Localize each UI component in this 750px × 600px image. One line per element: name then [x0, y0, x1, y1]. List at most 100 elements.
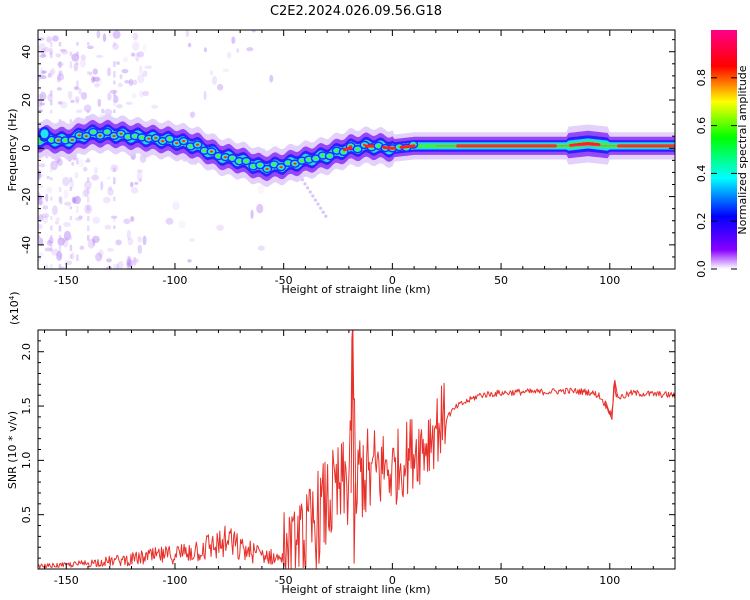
spectrogram-bead-peak	[119, 132, 123, 135]
spectrogram-x-tick-label: 50	[494, 274, 508, 287]
spectrogram-noise-blob	[64, 201, 72, 206]
spectrogram-noise-blob	[106, 67, 112, 77]
spectrogram-streak	[76, 196, 79, 204]
spectrogram-y-tick-label: 20	[20, 93, 33, 107]
spectrogram-noise-blob	[58, 70, 64, 76]
spectrogram-noise-blob	[115, 263, 119, 269]
spectrogram-bead-peak	[70, 139, 74, 142]
snr-y-multiplier-base: (x10	[8, 300, 21, 325]
colorbar-tick-label: 0.2	[695, 212, 708, 230]
spectrogram-noise-blob	[55, 217, 61, 222]
spectrogram-noise-blob	[132, 41, 140, 52]
spectrogram-noise-blob	[104, 224, 112, 230]
spectrogram-noise-blob	[62, 176, 70, 187]
spectrogram-noise-blob	[110, 215, 118, 219]
spectrogram-noise-blob	[44, 46, 50, 53]
spectrogram-streak	[87, 177, 90, 183]
spectrogram-noise-blob	[142, 70, 148, 77]
spectrogram-noise-blob	[56, 87, 62, 91]
spectrogram-streak	[76, 61, 79, 66]
spectrogram-noise-blob	[127, 237, 134, 246]
spectrogram-noise-blob	[39, 102, 46, 106]
spectrogram-noise-blob	[92, 238, 96, 247]
colorbar-label: Normalized spectral amplitude	[736, 65, 749, 234]
spectrogram-noise-blob	[126, 255, 132, 263]
spectrogram-x-ticks: -150 -100 -50 0 50 100	[44, 30, 676, 287]
spectrogram-streak	[50, 264, 53, 269]
spectrogram-noise-blob	[46, 186, 53, 194]
spectrogram-streak	[76, 80, 79, 87]
spectrogram-trail-point	[311, 194, 315, 198]
spectrogram-noise-blob	[74, 171, 79, 179]
spectrogram-noise-blob	[138, 178, 142, 183]
spectrogram-noise-blob	[216, 83, 224, 91]
spectrogram-noise-blob	[47, 93, 53, 102]
spectrogram-noise-blob	[222, 68, 230, 72]
spectrogram-streak	[58, 61, 62, 69]
spectrogram-noise-blob	[55, 53, 62, 58]
snr-y-axis-label: SNR (10 * v/v)	[6, 411, 19, 489]
colorbar-tick-label: 0.0	[695, 260, 708, 278]
spectrogram-noise-blob	[38, 171, 42, 181]
spectrogram-trail-point	[316, 202, 320, 206]
spectrogram-noise-blob	[251, 30, 256, 33]
spectrogram-noise-blob	[70, 99, 75, 104]
spectrogram-noise-blob	[88, 71, 93, 76]
spectrogram-streak	[50, 177, 53, 181]
spectrogram-edge-blob-core	[40, 129, 49, 139]
spectrogram-noise-blob	[83, 166, 88, 172]
spectrogram-bead-peak	[175, 142, 179, 145]
snr-x-tick-label: 100	[599, 574, 620, 587]
spectrogram-y-tick-label: 40	[20, 45, 33, 59]
spectrogram-streak	[58, 264, 62, 269]
spectrogram-noise-blob	[38, 94, 44, 99]
spectrogram-noise-blob	[269, 74, 274, 83]
spectrogram-noise-blob	[77, 109, 83, 113]
spectrogram-streak	[76, 100, 79, 104]
spectrogram-noise-blob	[82, 189, 89, 198]
spectrogram-noise-blob	[137, 236, 142, 243]
spectrogram-streak	[69, 186, 73, 191]
spectrogram-streak	[87, 109, 90, 114]
spectrogram-streak	[113, 177, 116, 185]
spectrogram-streak	[87, 157, 90, 162]
spectrogram-noise-blob	[91, 235, 100, 243]
spectrogram-trail-point	[308, 190, 312, 194]
snr-x-tick-label: -50	[275, 574, 293, 587]
spectrogram-noise-blob	[165, 217, 174, 225]
spectrogram-bead-inner	[230, 156, 235, 160]
spectrogram-noise-blob	[98, 249, 104, 258]
spectrogram-frame	[37, 29, 676, 270]
spectrogram-streak	[113, 42, 116, 47]
spectrogram-trail-point	[319, 206, 323, 210]
spectrogram-noise-blob	[231, 36, 236, 45]
spectrogram-noise-blob	[187, 42, 192, 48]
spectrogram-bead-peak	[265, 167, 269, 170]
spectrogram-bead-peak	[147, 137, 151, 140]
spectrogram-noise-blob	[73, 195, 82, 205]
spectrogram-noise-blob	[42, 70, 46, 75]
spectrogram-noise-blob	[101, 108, 105, 114]
snr-y-multiplier: (x104)	[8, 291, 21, 325]
spectrogram-x-tick-label: -50	[275, 274, 293, 287]
spectrogram-noise-blob	[133, 258, 140, 263]
spectrogram-noise-blob	[38, 237, 44, 247]
spectrogram-noise-blob	[117, 82, 123, 88]
spectrogram-noise-blob	[75, 217, 83, 221]
spectrogram-noise-blob	[256, 203, 264, 214]
spectrogram-noise-blob	[106, 266, 113, 269]
spectrogram-streak	[113, 90, 116, 97]
spectrogram-noise-blob	[250, 209, 254, 219]
spectrogram-noise-blob	[38, 191, 41, 200]
snr-y-tick-label: 2.0	[20, 343, 33, 361]
spectrogram-trail-point	[321, 210, 325, 214]
spectrogram-noise-blob	[130, 181, 134, 188]
spectrogram-streak	[58, 244, 62, 252]
spectrogram-noise-blob	[39, 91, 47, 101]
spectrogram-noise-blob	[97, 98, 102, 108]
spectrogram-noise-blob	[38, 173, 44, 178]
snr-panel: -150 -100 -50 0 50 100 0.5 1.0 1.5 2.0 Height of…	[6, 291, 676, 596]
spectrogram-noise-blob	[108, 30, 114, 38]
spectrogram-trail-point	[324, 214, 328, 218]
spectrogram-noise-blob	[63, 189, 69, 200]
